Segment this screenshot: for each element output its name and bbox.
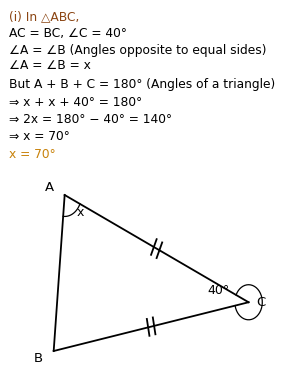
Text: B: B xyxy=(34,352,43,365)
Text: (i) In △ABC,: (i) In △ABC, xyxy=(9,10,80,23)
Text: ⇒ 2x = 180° − 40° = 140°: ⇒ 2x = 180° − 40° = 140° xyxy=(9,113,172,126)
Text: ∠A = ∠B = x: ∠A = ∠B = x xyxy=(9,59,91,72)
Text: AC = BC, ∠C = 40°: AC = BC, ∠C = 40° xyxy=(9,27,127,40)
Text: ⇒ x + x + 40° = 180°: ⇒ x + x + 40° = 180° xyxy=(9,96,142,108)
Text: A: A xyxy=(45,181,54,194)
Text: C: C xyxy=(256,296,265,309)
Text: ∠A = ∠B (Angles opposite to equal sides): ∠A = ∠B (Angles opposite to equal sides) xyxy=(9,44,267,57)
Text: ⇒ x = 70°: ⇒ x = 70° xyxy=(9,130,70,143)
Text: 40°: 40° xyxy=(207,284,229,297)
Text: x = 70°: x = 70° xyxy=(9,148,56,161)
Text: x: x xyxy=(76,206,84,219)
Text: But A + B + C = 180° (Angles of a triangle): But A + B + C = 180° (Angles of a triang… xyxy=(9,78,275,91)
